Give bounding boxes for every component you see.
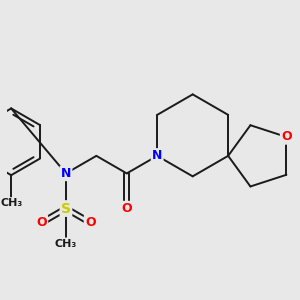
- Text: O: O: [122, 202, 132, 215]
- Text: N: N: [61, 167, 71, 180]
- Text: O: O: [36, 216, 47, 229]
- Text: O: O: [281, 130, 292, 143]
- Text: S: S: [61, 202, 71, 215]
- Text: N: N: [152, 149, 162, 162]
- Text: O: O: [85, 216, 96, 229]
- Text: CH₃: CH₃: [0, 198, 22, 208]
- Text: CH₃: CH₃: [55, 239, 77, 249]
